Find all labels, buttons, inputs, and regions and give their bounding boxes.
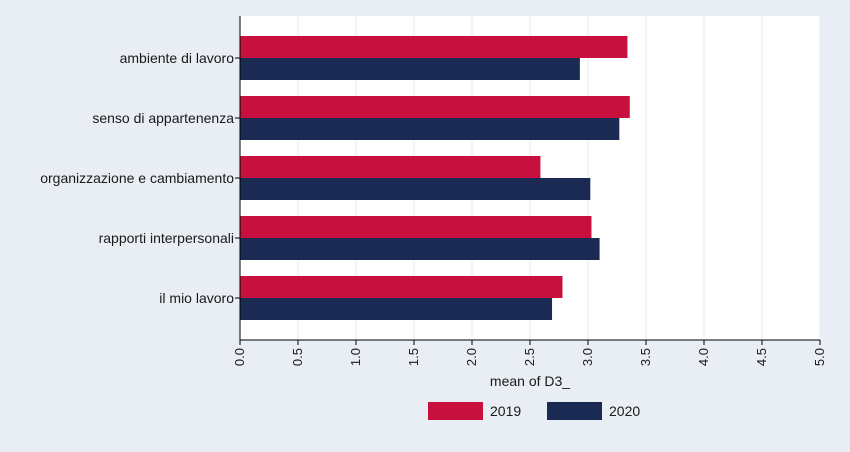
bar-2019 — [240, 156, 541, 178]
category-label: senso di appartenenza — [92, 110, 234, 126]
x-axis-title: mean of D3_ — [490, 373, 570, 389]
x-tick-label: 2.0 — [464, 348, 479, 366]
x-tick-label: 2.5 — [522, 348, 537, 366]
legend-label: 2020 — [609, 403, 640, 419]
x-tick-label: 3.0 — [580, 348, 595, 366]
category-label: rapporti interpersonali — [99, 230, 234, 246]
legend: 2019 2020 — [428, 402, 640, 420]
x-tick-label: 3.5 — [638, 348, 653, 366]
bar-2020 — [240, 58, 580, 80]
bar-2019 — [240, 216, 592, 238]
bar-2019 — [240, 276, 563, 298]
x-tick-label: 0.5 — [290, 348, 305, 366]
category-labels: ambiente di lavoro senso di appartenenza o… — [40, 50, 240, 306]
bar-2019 — [240, 36, 628, 58]
category-label: organizzazione e cambiamento — [40, 170, 234, 186]
bars — [240, 36, 630, 320]
legend-swatch-2020 — [547, 402, 602, 420]
x-tick-label: 5.0 — [812, 348, 827, 366]
category-label: ambiente di lavoro — [120, 50, 235, 66]
legend-swatch-2019 — [428, 402, 483, 420]
bar-2019 — [240, 96, 630, 118]
bar-2020 — [240, 298, 553, 320]
bar-2020 — [240, 118, 620, 140]
x-tick-label: 4.5 — [754, 348, 769, 366]
x-tick-label: 4.0 — [696, 348, 711, 366]
x-tick-label: 1.0 — [348, 348, 363, 366]
legend-label: 2019 — [490, 403, 521, 419]
bar-2020 — [240, 238, 600, 260]
x-tick-label: 1.5 — [406, 348, 421, 366]
x-tick-label: 0.0 — [232, 348, 247, 366]
category-label: il mio lavoro — [159, 290, 234, 306]
x-ticks: 0.0 0.5 1.0 1.5 2.0 2.5 3.0 3.5 4.0 4.5 5.0 — [232, 340, 827, 366]
bar-2020 — [240, 178, 591, 200]
